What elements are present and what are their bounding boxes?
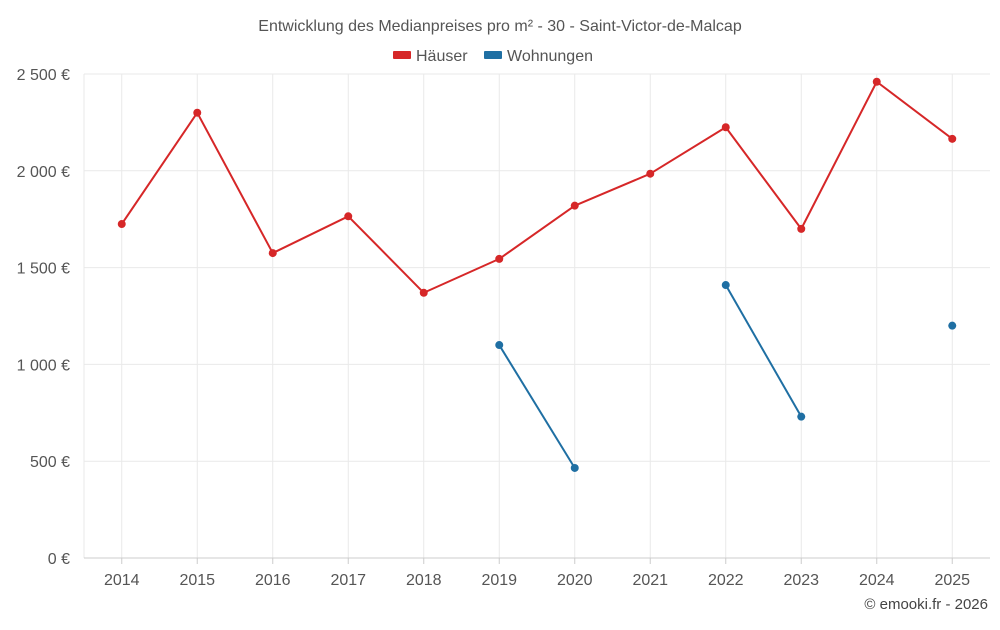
x-tick-label: 2020 bbox=[557, 572, 593, 589]
y-tick-label: 1 500 € bbox=[17, 261, 70, 278]
x-tick-label: 2022 bbox=[708, 572, 744, 589]
legend: Häuser Wohnungen bbox=[393, 48, 593, 65]
point-haeuser-2018[interactable] bbox=[419, 288, 428, 297]
legend-swatch-wohnungen bbox=[484, 51, 502, 59]
legend-label-haeuser: Häuser bbox=[416, 48, 468, 65]
point-haeuser-2019[interactable] bbox=[495, 254, 504, 263]
x-tick-label: 2018 bbox=[406, 572, 442, 589]
x-tick-label: 2021 bbox=[632, 572, 668, 589]
series bbox=[117, 77, 957, 472]
point-wohnungen-2023[interactable] bbox=[797, 412, 806, 421]
x-tick-label: 2017 bbox=[330, 572, 366, 589]
point-haeuser-2014[interactable] bbox=[117, 220, 126, 229]
series-line-wohnungen bbox=[498, 344, 576, 469]
point-haeuser-2025[interactable] bbox=[948, 134, 957, 143]
legend-swatch-haeuser bbox=[393, 51, 411, 59]
axes: 0 € 500 € 1 000 € 1 500 € 2 000 € 2 500 € 2014… bbox=[17, 67, 990, 589]
chart-title: Entwicklung des Medianpreises pro m² - 3… bbox=[258, 18, 742, 35]
x-tick-label: 2025 bbox=[934, 572, 970, 589]
x-tick-label: 2023 bbox=[783, 572, 819, 589]
credit: © emooki.fr - 2026 bbox=[864, 596, 988, 613]
x-tick-label: 2015 bbox=[179, 572, 215, 589]
point-haeuser-2017[interactable] bbox=[344, 212, 353, 221]
legend-item-wohnungen[interactable]: Wohnungen bbox=[484, 48, 593, 65]
point-haeuser-2024[interactable] bbox=[872, 77, 881, 86]
point-haeuser-2023[interactable] bbox=[797, 224, 806, 233]
grid bbox=[83, 73, 990, 558]
legend-item-haeuser[interactable]: Häuser bbox=[393, 48, 468, 65]
legend-label-wohnungen: Wohnungen bbox=[507, 48, 593, 65]
point-haeuser-2020[interactable] bbox=[570, 201, 579, 210]
x-tick-label: 2016 bbox=[255, 572, 291, 589]
point-haeuser-2021[interactable] bbox=[646, 169, 655, 178]
x-tick-label: 2014 bbox=[104, 572, 140, 589]
point-haeuser-2022[interactable] bbox=[721, 123, 730, 132]
point-wohnungen-2022[interactable] bbox=[721, 281, 730, 290]
point-wohnungen-2020[interactable] bbox=[570, 463, 579, 472]
y-tick-label: 500 € bbox=[30, 454, 70, 471]
y-tick-label: 1 000 € bbox=[17, 357, 70, 374]
point-wohnungen-2019[interactable] bbox=[495, 341, 504, 350]
x-tick-label: 2024 bbox=[859, 572, 895, 589]
x-tick-label: 2019 bbox=[481, 572, 517, 589]
y-tick-label: 2 500 € bbox=[17, 67, 70, 84]
series-line-wohnungen bbox=[724, 284, 803, 418]
y-tick-label: 2 000 € bbox=[17, 164, 70, 181]
point-wohnungen-2025[interactable] bbox=[948, 321, 957, 330]
point-haeuser-2015[interactable] bbox=[193, 108, 202, 117]
y-tick-label: 0 € bbox=[48, 551, 70, 568]
point-haeuser-2016[interactable] bbox=[268, 249, 277, 258]
series-line-haeuser bbox=[120, 80, 953, 294]
